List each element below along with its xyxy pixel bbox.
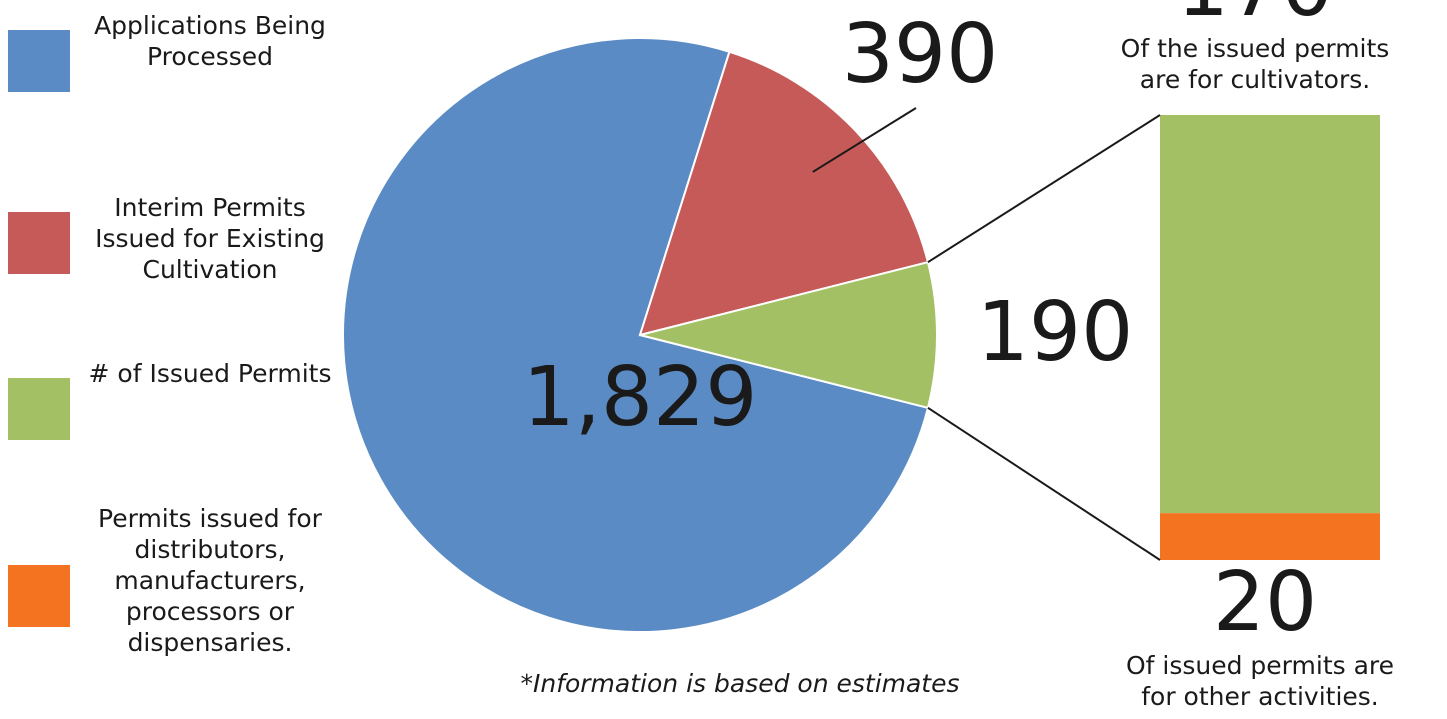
bar-segment [1160,115,1380,514]
value-label: 170 [1177,0,1334,35]
pie-slice [639,260,938,410]
legend-label: Interim Permits Issued for Existing Cult… [95,193,325,284]
legend-label: Applications Being Processed [94,11,326,71]
legend-label: Permits issued for distributors, manufac… [98,504,322,657]
legend-swatch [8,378,70,440]
bar-segment [1160,513,1380,560]
value-label: 190 [977,285,1134,380]
connector [927,407,1161,561]
value-label: 1,829 [523,350,758,445]
annotation: Of issued permits are for other activiti… [1125,651,1395,711]
legend-swatch [8,565,70,627]
pie-slice [342,37,930,633]
connector [927,114,1161,264]
value-label: 390 [842,7,999,102]
annotation: Of the issued permits are for cultivator… [1120,34,1390,94]
pie-slice [638,50,930,337]
legend-swatch [8,30,70,92]
value-label: 20 [1213,555,1317,650]
legend-swatch [8,212,70,274]
leader-line [812,107,917,173]
note: *Information is based on estimates [520,669,960,698]
legend-label: # of Issued Permits [88,359,332,388]
